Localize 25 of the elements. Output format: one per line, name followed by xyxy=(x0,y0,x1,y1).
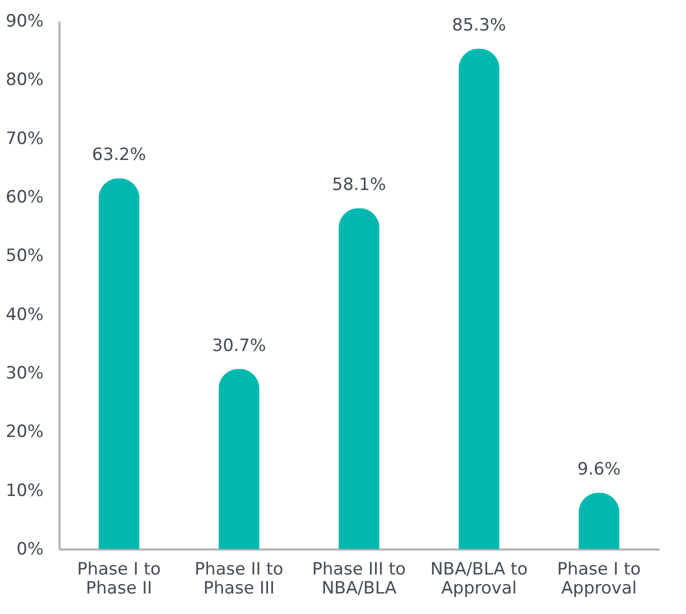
y-tick-label: 90% xyxy=(6,12,44,32)
y-tick-label: 0% xyxy=(16,540,44,560)
data-label: 63.2% xyxy=(92,145,146,166)
bar xyxy=(578,492,620,549)
data-label: 30.7% xyxy=(212,336,266,356)
x-tick-label: Phase II to Phase III xyxy=(194,560,284,598)
data-label: 85.3% xyxy=(452,16,506,36)
y-tick-label: 20% xyxy=(6,422,44,442)
y-tick-label: 80% xyxy=(6,70,44,90)
bar xyxy=(98,178,140,549)
x-tick-label: Phase I to Approval xyxy=(557,560,641,598)
y-tick-label: 70% xyxy=(6,128,44,149)
x-tick-label: NBA/BLA to Approval xyxy=(430,560,528,598)
y-tick-label: 40% xyxy=(6,304,44,325)
y-tick-label: 10% xyxy=(6,480,44,501)
bar xyxy=(458,48,500,549)
y-tick-label: 30% xyxy=(6,364,44,384)
data-label: 9.6% xyxy=(577,460,621,480)
bar xyxy=(338,208,380,549)
y-tick-label: 50% xyxy=(6,246,44,266)
x-tick-label: Phase I to Phase II xyxy=(77,560,161,598)
data-label: 58.1% xyxy=(332,175,386,196)
x-tick-label: Phase III to NBA/BLA xyxy=(312,560,406,598)
y-tick-label: 60% xyxy=(6,188,44,208)
bar xyxy=(218,368,260,549)
